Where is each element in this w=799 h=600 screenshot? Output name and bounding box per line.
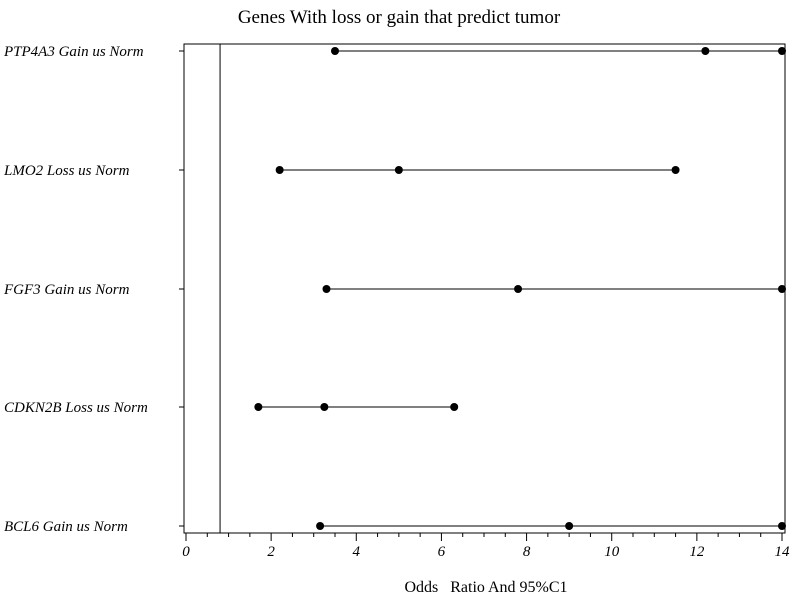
chart-title: Genes With loss or gain that predict tum… bbox=[238, 7, 561, 28]
estimate-point bbox=[701, 47, 710, 55]
x-tick-label: 6 bbox=[438, 544, 446, 560]
ci-upper-point bbox=[450, 403, 459, 411]
y-axis: PTP4A3 Gain us Norm LMO2 Loss us Norm FGF3… bbox=[3, 44, 184, 535]
estimate-point bbox=[514, 285, 523, 293]
x-tick-label: 14 bbox=[775, 544, 791, 560]
row-label: PTP4A3 Gain us Norm bbox=[3, 44, 144, 60]
ci-upper-point bbox=[778, 522, 786, 530]
row-label: LMO2 Loss us Norm bbox=[3, 163, 130, 179]
forest-row bbox=[254, 403, 459, 411]
ci-lower-point bbox=[275, 166, 284, 174]
x-tick-label: 4 bbox=[353, 544, 361, 560]
row-label: BCL6 Gain us Norm bbox=[4, 519, 128, 535]
estimate-point bbox=[565, 522, 574, 530]
forest-row bbox=[316, 522, 786, 530]
x-axis: 0 2 4 6 8 10 12 14 bbox=[182, 533, 790, 560]
x-tick-label: 8 bbox=[523, 544, 531, 560]
forest-row bbox=[322, 285, 786, 293]
x-tick-label: 0 bbox=[182, 544, 190, 560]
x-tick-label: 2 bbox=[267, 544, 275, 560]
forest-rows bbox=[254, 47, 786, 530]
ci-lower-point bbox=[254, 403, 263, 411]
ci-lower-point bbox=[322, 285, 331, 293]
forest-row bbox=[275, 166, 680, 174]
x-tick-label: 10 bbox=[604, 544, 620, 560]
ci-upper-point bbox=[671, 166, 680, 174]
estimate-point bbox=[394, 166, 403, 174]
row-label: FGF3 Gain us Norm bbox=[3, 282, 130, 298]
ci-lower-point bbox=[331, 47, 339, 55]
row-label: CDKN2B Loss us Norm bbox=[4, 400, 148, 416]
forest-row bbox=[331, 47, 786, 55]
x-tick-label: 12 bbox=[689, 544, 705, 560]
x-axis-label: Odds Ratio And 95%C1 bbox=[404, 579, 567, 596]
ci-upper-point bbox=[778, 47, 786, 55]
ci-lower-point bbox=[316, 522, 325, 530]
estimate-point bbox=[320, 403, 329, 411]
ci-upper-point bbox=[778, 285, 786, 293]
